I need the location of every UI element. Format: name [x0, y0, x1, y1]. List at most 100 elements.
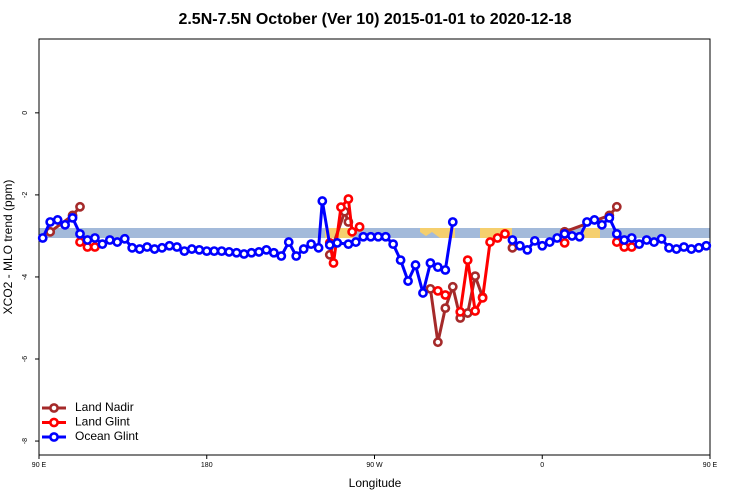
data-point [664, 242, 674, 253]
data-point [261, 244, 272, 255]
data-point [373, 231, 384, 242]
data-point [354, 221, 365, 232]
data-point [701, 240, 712, 251]
data-point [455, 306, 466, 317]
y-axis-label: XCO2 - MLO trend (ppm) [1, 180, 15, 315]
data-point [567, 231, 577, 241]
data-point [544, 237, 555, 247]
data-point [462, 308, 473, 318]
data-point [216, 246, 227, 257]
data-point [350, 237, 361, 247]
data-point [552, 233, 563, 243]
data-point [365, 231, 376, 242]
data-point [324, 240, 335, 250]
data-point [485, 237, 495, 247]
data-point [403, 276, 413, 286]
data-point [313, 242, 324, 253]
data-point [157, 242, 167, 253]
data-point [641, 235, 652, 245]
data-point [671, 244, 682, 254]
x-axis-label: Longitude [349, 476, 402, 490]
data-point [52, 215, 63, 225]
data-point [194, 244, 205, 255]
data-point [60, 219, 70, 230]
data-point [97, 239, 108, 250]
data-point [75, 237, 85, 247]
legend-marker [49, 432, 59, 442]
data-point [582, 217, 592, 227]
data-point [201, 246, 212, 257]
data-point [291, 251, 302, 261]
land-band [480, 228, 512, 238]
data-point [75, 201, 85, 212]
data-point [149, 244, 160, 254]
data-point [649, 237, 659, 247]
ocean-band [39, 228, 710, 238]
data-point [254, 247, 264, 257]
x-tick-label: 180 [201, 462, 213, 469]
data-point [268, 247, 279, 258]
data-point [388, 239, 399, 250]
data-point [679, 242, 689, 252]
data-point [410, 260, 421, 270]
data-point [626, 233, 637, 243]
data-point [283, 237, 294, 247]
data-point [317, 196, 328, 206]
data-point [447, 217, 458, 227]
data-point [104, 235, 115, 245]
data-point [611, 228, 622, 239]
data-point [45, 217, 56, 227]
data-point [656, 233, 667, 244]
y-tick-label: -4 [22, 274, 29, 280]
data-point [432, 337, 443, 348]
data-point [298, 244, 309, 254]
x-tick-label: 0 [540, 462, 544, 469]
data-point [119, 233, 130, 244]
data-point [37, 233, 48, 243]
data-point [559, 228, 570, 239]
series-line [79, 197, 632, 313]
data-point [589, 215, 600, 225]
data-point [559, 237, 570, 248]
data-point [611, 237, 622, 247]
data-point [529, 235, 540, 246]
data-point [179, 246, 190, 257]
data-point [514, 240, 525, 251]
data-point [432, 285, 443, 296]
data-point [500, 228, 510, 239]
x-tick-label: 90 E [703, 462, 718, 469]
data-point [358, 231, 369, 242]
legend-marker [49, 403, 59, 413]
data-point [596, 219, 607, 230]
data-point [328, 258, 339, 268]
data-point [432, 262, 443, 273]
data-point [440, 290, 451, 300]
data-point [186, 244, 197, 254]
y-tick-label: -6 [22, 356, 29, 362]
data-point [395, 255, 406, 266]
legend-label: Land Glint [75, 415, 130, 429]
data-point [75, 228, 85, 239]
data-point [209, 246, 220, 257]
y-tick-label: -2 [22, 192, 29, 198]
land-band [584, 228, 600, 238]
series [45, 201, 622, 348]
data-point [347, 226, 358, 237]
data-point [626, 242, 637, 252]
data-point [418, 288, 428, 298]
data-point [343, 194, 354, 204]
data-point [462, 255, 473, 266]
data-point [380, 231, 391, 242]
x-tick-label: 90 W [366, 462, 383, 469]
data-point [90, 242, 100, 252]
data-point [477, 292, 488, 303]
series-line [49, 205, 618, 344]
data-point [343, 239, 354, 250]
data-point [336, 202, 346, 213]
series [75, 194, 637, 317]
data-point [164, 240, 175, 251]
data-point [246, 247, 257, 258]
data-point [686, 244, 697, 254]
data-point [90, 233, 100, 243]
